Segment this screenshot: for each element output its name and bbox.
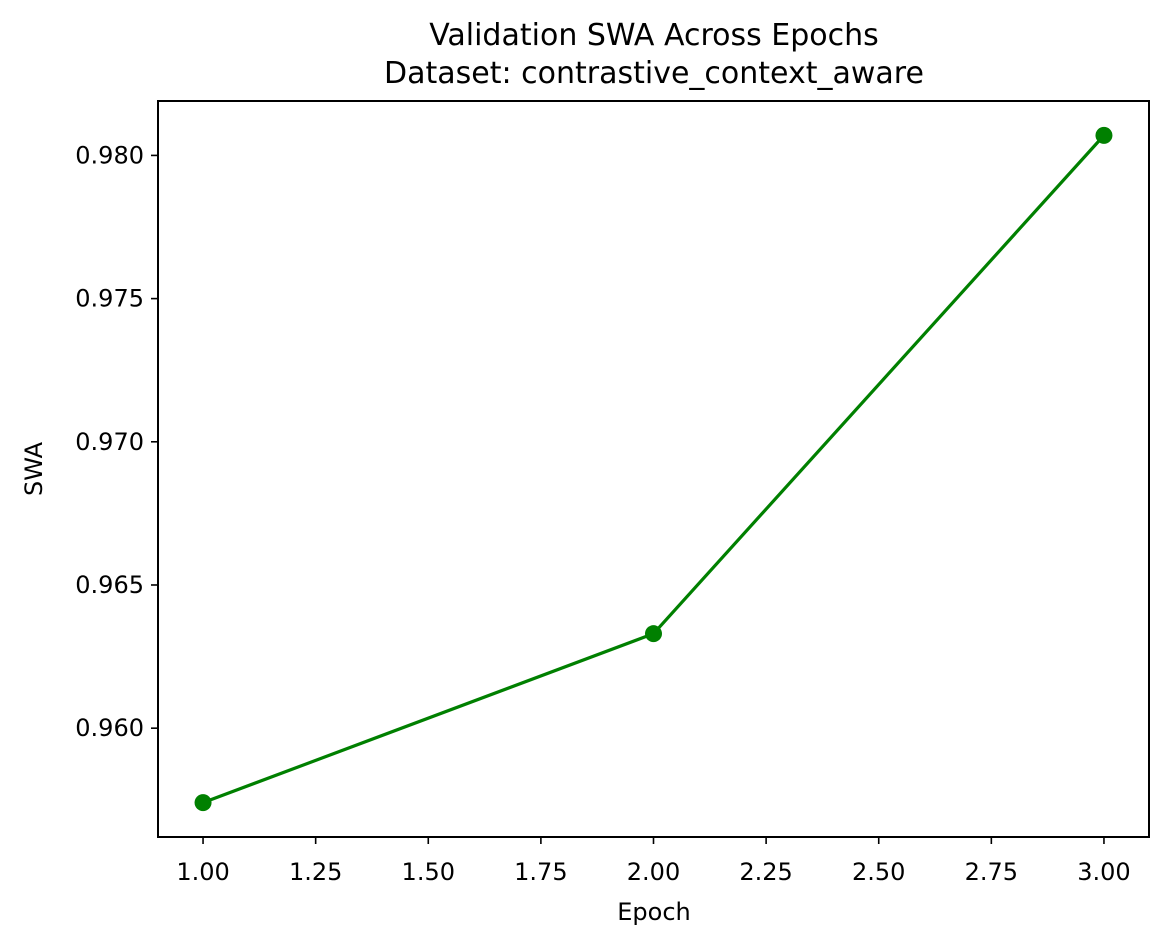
y-tick-label: 0.960	[75, 714, 144, 742]
chart-title: Validation SWA Across Epochs	[429, 18, 879, 53]
chart-subtitle: Dataset: contrastive_context_aware	[384, 56, 924, 91]
data-point	[645, 625, 662, 643]
plot-area	[194, 126, 1113, 812]
y-tick-label: 0.975	[75, 285, 144, 313]
x-tick-label: 3.00	[1077, 858, 1130, 886]
axes-frame	[157, 100, 1150, 838]
x-tick-label: 2.50	[852, 858, 905, 886]
x-tick-label: 2.75	[965, 858, 1018, 886]
data-point	[1095, 126, 1113, 144]
y-axis-label: SWA	[20, 441, 48, 496]
y-tick-label: 0.965	[75, 571, 144, 599]
data-point	[194, 794, 212, 812]
x-tick-label: 2.00	[627, 858, 680, 886]
x-tick-label: 1.75	[514, 858, 567, 886]
y-tick-label: 0.970	[75, 428, 144, 456]
y-tick-label: 0.980	[75, 141, 144, 169]
x-tick-label: 1.50	[402, 858, 455, 886]
x-tick-label: 2.25	[739, 858, 792, 886]
x-tick-label: 1.25	[289, 858, 342, 886]
series-line	[201, 133, 1106, 805]
x-tick-label: 1.00	[176, 858, 229, 886]
x-axis-label: Epoch	[617, 898, 691, 926]
